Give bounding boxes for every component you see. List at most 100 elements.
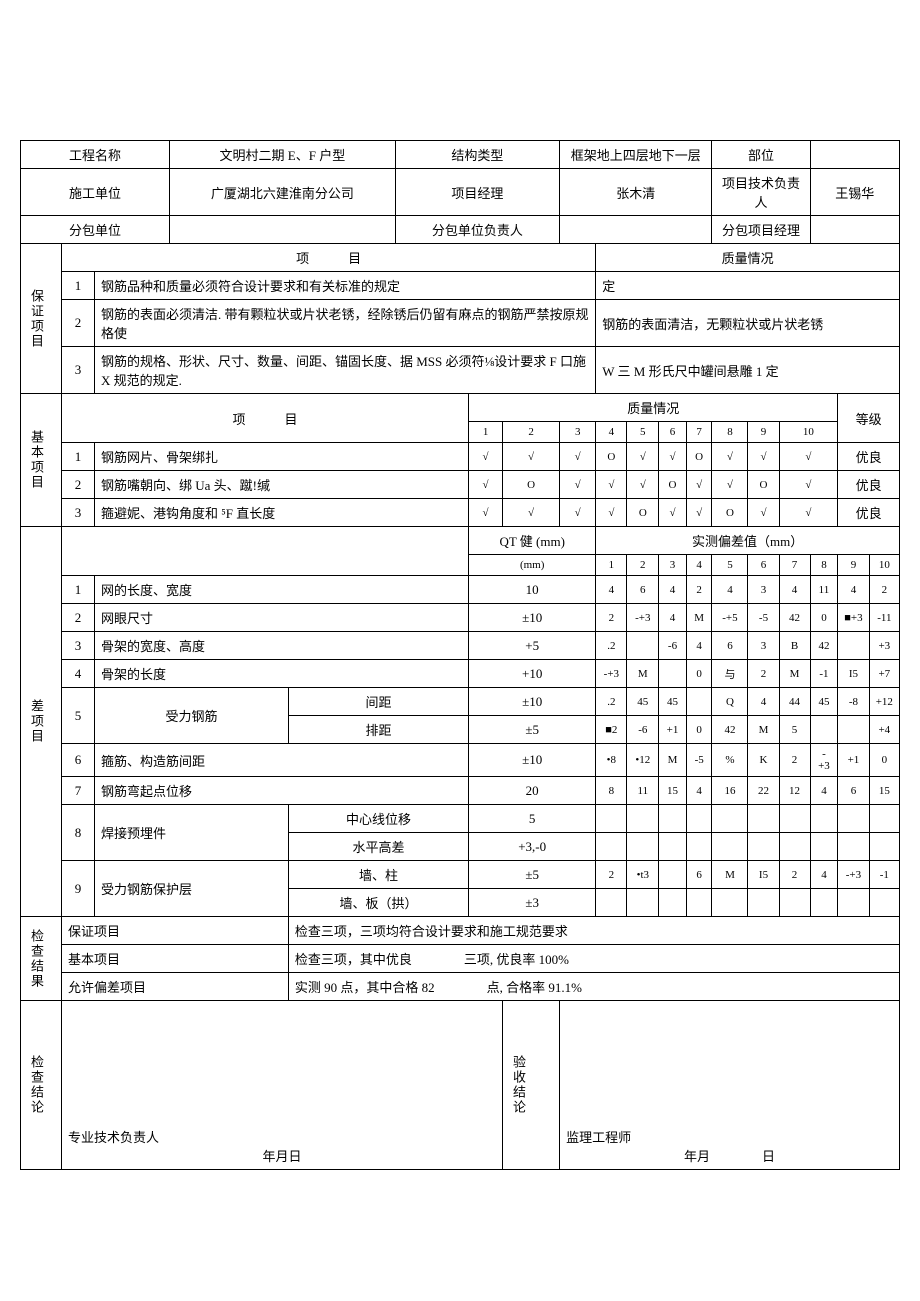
conclusion-right: 监理工程师 年月 日 — [560, 1001, 900, 1170]
d9a-9: -+3 — [838, 861, 869, 889]
d3-no: 3 — [62, 632, 95, 660]
d2-7: 42 — [779, 604, 810, 632]
d6-2: •12 — [627, 744, 659, 777]
d9b-qt: ±3 — [469, 889, 596, 917]
bn10: 10 — [779, 422, 838, 443]
d4-qt: +10 — [469, 660, 596, 688]
check-d-label: 允许偏差项目 — [62, 973, 289, 1001]
b3-grade: 优良 — [838, 499, 900, 527]
constructor: 广厦湖北六建淮南分公司 — [170, 169, 396, 216]
d1-7: 4 — [779, 576, 810, 604]
d9a-7: 2 — [779, 861, 810, 889]
tech-lead: 王锡华 — [810, 169, 899, 216]
d8a-1 — [596, 805, 627, 833]
tech-lead-label: 项目技术负责人 — [712, 169, 810, 216]
d5a-1: .2 — [596, 688, 627, 716]
d9a-1: 2 — [596, 861, 627, 889]
d5b-7: 5 — [779, 716, 810, 744]
header-row-2: 施工单位 广厦湖北六建淮南分公司 项目经理 张木清 项目技术负责人 王锡华 — [21, 169, 900, 216]
d5b-6: M — [748, 716, 779, 744]
d5-no: 5 — [62, 688, 95, 744]
d4-item: 骨架的长度 — [95, 660, 469, 688]
conclusion-left: 专业技术负责人 年月日 — [62, 1001, 503, 1170]
b2-no: 2 — [62, 471, 95, 499]
sub-label: 分包单位 — [21, 216, 170, 244]
d9a-4: 6 — [686, 861, 712, 889]
g2-item: 钢筋的表面必须清洁. 带有颗粒状或片状老锈，经除锈后仍留有麻点的钢筋严禁按原规格… — [95, 300, 596, 347]
basic-row-3: 3 箍避妮、港钩角度和 ⁵F 直长度 √ √ √ √ O √ √ O √ √ 优… — [21, 499, 900, 527]
d5a-3: 45 — [659, 688, 687, 716]
d6-10: 0 — [869, 744, 899, 777]
d9a-5: M — [712, 861, 748, 889]
d6-6: K — [748, 744, 779, 777]
tech-lead-sign: 专业技术负责人 — [68, 1127, 496, 1146]
project-name: 文明村二期 E、F 户型 — [170, 141, 396, 169]
d2-10: -11 — [869, 604, 899, 632]
bn8: 8 — [712, 422, 748, 443]
item-col-label: 项 目 — [62, 244, 596, 272]
basic-item-label: 项 目 — [62, 394, 469, 443]
d5a-8: 45 — [810, 688, 838, 716]
d4-6: 2 — [748, 660, 779, 688]
sub — [170, 216, 396, 244]
d2-3: 4 — [659, 604, 687, 632]
left-date: 年月日 — [68, 1146, 496, 1165]
diff-row-4: 4 骨架的长度 +10 -+3 M 0 与 2 M -1 I5 +7 — [21, 660, 900, 688]
d1-4: 2 — [686, 576, 712, 604]
diff-header-1: 差项目 QT 健 (mm) 实测偏差值（mm） — [21, 527, 900, 555]
header-row-3: 分包单位 分包单位负责人 分包项目经理 — [21, 216, 900, 244]
check-row-d: 允许偏差项目 实测 90 点，其中合格 82 点, 合格率 91.1% — [21, 973, 900, 1001]
d9b-7 — [779, 889, 810, 917]
d5a-9: -8 — [838, 688, 869, 716]
d8a-4 — [686, 805, 712, 833]
diff-row-9a: 9 受力钢筋保护层 墙、柱 ±5 2 •t3 6 M I5 2 4 -+3 -1 — [21, 861, 900, 889]
d5b-10: +4 — [869, 716, 899, 744]
b3-4: √ — [596, 499, 627, 527]
dn8: 8 — [810, 555, 838, 576]
d7-qt: 20 — [469, 777, 596, 805]
d5a-qt: ±10 — [469, 688, 596, 716]
basic-row-1: 1 钢筋网片、骨架绑扎 √ √ √ O √ √ O √ √ √ 优良 — [21, 443, 900, 471]
diff-row-3: 3 骨架的宽度、高度 +5 .2 -6 4 6 3 B 42 +3 — [21, 632, 900, 660]
d6-5: % — [712, 744, 748, 777]
dn9: 9 — [838, 555, 869, 576]
bn3: 3 — [560, 422, 596, 443]
d8a-9 — [838, 805, 869, 833]
d9a-3 — [659, 861, 687, 889]
inspection-form: 工程名称 文明村二期 E、F 户型 结构类型 框架地上四层地下一层 部位 施工单… — [20, 140, 900, 1170]
b2-6: O — [659, 471, 687, 499]
d9a-sub: 墙、柱 — [289, 861, 469, 889]
d7-8: 4 — [810, 777, 838, 805]
d7-4: 4 — [686, 777, 712, 805]
d1-8: 11 — [810, 576, 838, 604]
check-row-b: 基本项目 检查三项，其中优良 三项, 优良率 100% — [21, 945, 900, 973]
d6-item: 箍筋、构造筋间距 — [95, 744, 469, 777]
b3-9: √ — [748, 499, 779, 527]
d4-5: 与 — [712, 660, 748, 688]
qt-label: QT 健 (mm) — [469, 527, 596, 555]
d8a-5 — [712, 805, 748, 833]
d8b-7 — [779, 833, 810, 861]
d6-qt: ±10 — [469, 744, 596, 777]
d3-item: 骨架的宽度、高度 — [95, 632, 469, 660]
guarantee-row-1: 1 钢筋品种和质量必须符合设计要求和有关标准的规定 定 — [21, 272, 900, 300]
d7-7: 12 — [779, 777, 810, 805]
part — [810, 141, 899, 169]
guarantee-row-2: 2 钢筋的表面必须清洁. 带有颗粒状或片状老锈，经除锈后仍留有麻点的钢筋严禁按原… — [21, 300, 900, 347]
bn1: 1 — [469, 422, 503, 443]
d7-3: 15 — [659, 777, 687, 805]
d5b-3: +1 — [659, 716, 687, 744]
d8a-8 — [810, 805, 838, 833]
d6-4: -5 — [686, 744, 712, 777]
d7-9: 6 — [838, 777, 869, 805]
b3-3: √ — [560, 499, 596, 527]
d9b-2 — [627, 889, 659, 917]
basic-quality-label: 质量情况 — [469, 394, 838, 422]
d8a-6 — [748, 805, 779, 833]
d8b-4 — [686, 833, 712, 861]
d3-9 — [838, 632, 869, 660]
diff-row-6: 6 箍筋、构造筋间距 ±10 •8 •12 M -5 % K 2 -+3 +1 … — [21, 744, 900, 777]
d9b-5 — [712, 889, 748, 917]
d8a-10 — [869, 805, 899, 833]
qt-unit: (mm) — [469, 555, 596, 576]
